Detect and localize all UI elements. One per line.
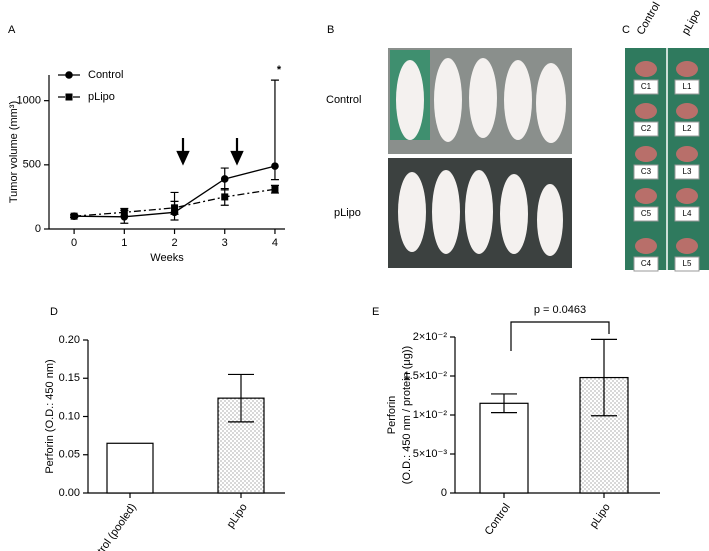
y-tick-label: 0.05: [59, 449, 80, 461]
tumor-label: L3: [683, 167, 692, 176]
y-tick-label: 500: [23, 159, 41, 171]
tumor-tag: [633, 256, 659, 272]
x-tick-label: pLipo: [588, 502, 613, 531]
tumor-tag: [633, 206, 659, 222]
bar: [106, 442, 154, 494]
mice: [396, 58, 566, 256]
error-bar: [591, 338, 617, 417]
tumor-label: C4: [641, 259, 652, 268]
panel-letter: A: [8, 24, 16, 36]
tumor: [676, 238, 698, 254]
error-bar: [228, 373, 254, 423]
panel-letter: E: [372, 306, 379, 318]
x-tick-label: 2: [171, 237, 177, 249]
row-label: Control: [326, 94, 361, 106]
legend-label: pLipo: [88, 91, 115, 103]
tumor-tag: [674, 121, 700, 137]
tumor-tag: [674, 206, 700, 222]
marker: [171, 204, 179, 212]
tumor: [635, 188, 657, 204]
x-tick-label: 0: [71, 237, 77, 249]
tumor: [676, 188, 698, 204]
tumor: [676, 103, 698, 119]
tumor-tag: [633, 79, 659, 95]
tumor-label: L5: [683, 259, 692, 268]
tumor: [676, 61, 698, 77]
y-tick-label: 0.00: [59, 487, 80, 499]
y-tick-label: 1000: [17, 95, 41, 107]
tumor-tag: [633, 164, 659, 180]
marker: [271, 185, 279, 193]
tumor-label: L4: [683, 209, 692, 218]
x-tick-label: Control: [483, 502, 513, 538]
tumor: [635, 103, 657, 119]
tumor-label: C2: [641, 124, 652, 133]
row-label: pLipo: [334, 207, 361, 219]
tumor-label: C1: [641, 82, 652, 91]
x-tick-label: 1: [121, 237, 127, 249]
y-axis-label: Perforin: [386, 396, 398, 435]
y-axis-label: (O.D.: 450 nm / protein (μg)): [401, 346, 413, 484]
legend-marker: [65, 71, 73, 79]
tumor: [676, 146, 698, 162]
panel-letter: B: [327, 24, 334, 36]
tumor-label: C3: [641, 167, 652, 176]
marker: [271, 162, 279, 170]
annotation: p = 0.0463: [534, 304, 586, 316]
annotation: *: [277, 64, 282, 76]
y-tick-label: 2×10⁻²: [413, 331, 448, 343]
tumor: [635, 238, 657, 254]
y-axis-label: Perforin (O.D.: 450 nm): [44, 359, 56, 473]
tumor: [635, 146, 657, 162]
column-label: Control: [635, 0, 663, 37]
tumor-label: L1: [683, 82, 692, 91]
y-tick-label: 0.20: [59, 334, 80, 346]
column-label: pLipo: [680, 8, 704, 37]
tumor-tag: [674, 164, 700, 180]
y-tick-label: 0: [441, 487, 447, 499]
error-bar: [491, 393, 517, 414]
legend-label: Control: [88, 69, 123, 81]
y-tick-label: 0.15: [59, 372, 80, 384]
y-axis-label: Tumor volume (mm³): [8, 101, 20, 203]
treatment-arrow: [230, 138, 244, 166]
tumor-tag: [674, 79, 700, 95]
marker: [70, 212, 78, 220]
y-tick-label: 0.10: [59, 410, 80, 422]
x-axis-label: Weeks: [150, 252, 184, 264]
marker: [120, 208, 128, 216]
y-tick-label: 1×10⁻²: [413, 409, 448, 421]
x-tick-label: pLipo: [225, 502, 250, 531]
panel-letter: C: [622, 24, 630, 36]
marker: [221, 193, 229, 201]
marker: [220, 175, 229, 183]
tumor: [635, 61, 657, 77]
treatment-arrow: [176, 138, 190, 166]
legend-marker: [65, 93, 73, 101]
tumor-label: C5: [641, 209, 652, 218]
bar: [479, 402, 529, 494]
x-tick-label: 3: [222, 237, 228, 249]
y-tick-label: 5×10⁻³: [413, 448, 448, 460]
y-tick-label: 1.5×10⁻²: [404, 370, 448, 382]
tumor-tag: [674, 256, 700, 272]
x-tick-label: 4: [272, 237, 278, 249]
x-tick-label: Control (pooled): [84, 502, 139, 551]
significance-bracket: [510, 321, 610, 351]
y-tick-label: 0: [35, 223, 41, 235]
tumor-tag: [633, 121, 659, 137]
tumor-label: L2: [683, 124, 692, 133]
panel-letter: D: [50, 306, 58, 318]
